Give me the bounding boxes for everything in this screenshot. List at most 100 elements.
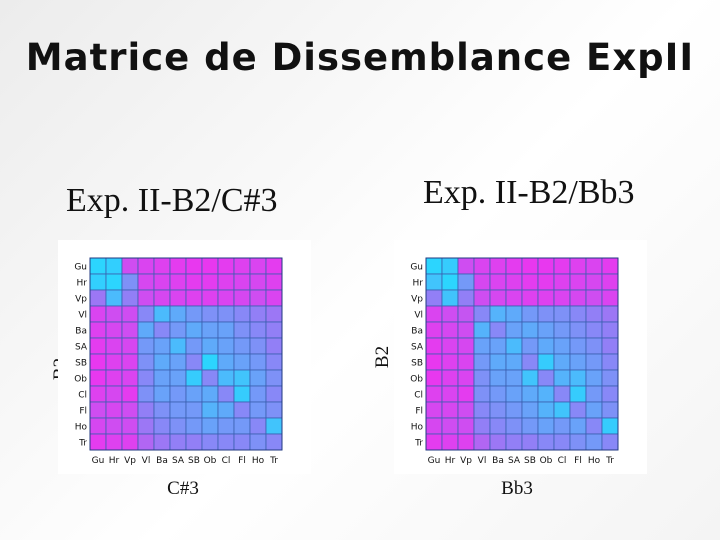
heatmap-cell bbox=[441, 433, 459, 451]
heatmap-cell bbox=[569, 433, 587, 451]
heatmap-cell bbox=[537, 273, 555, 291]
heatmap-cell bbox=[121, 273, 139, 291]
heatmap-cell bbox=[265, 385, 283, 403]
heatmap-cell bbox=[233, 289, 251, 307]
heatmap-cell bbox=[585, 417, 603, 435]
heatmap-cell bbox=[121, 289, 139, 307]
heatmap-cell bbox=[553, 305, 571, 323]
heatmap-cell bbox=[185, 401, 203, 419]
heatmap-cell bbox=[521, 305, 539, 323]
heatmap-cell bbox=[457, 385, 475, 403]
slide-title: Matrice de Dissemblance ExpII bbox=[25, 36, 695, 79]
heatmap-cell bbox=[137, 257, 155, 275]
heatmap-cell bbox=[521, 433, 539, 451]
heatmap-cell bbox=[441, 337, 459, 355]
heatmap-cell bbox=[521, 385, 539, 403]
heatmap-cell bbox=[425, 289, 443, 307]
heatmap-cell bbox=[521, 401, 539, 419]
heatmap-cell bbox=[265, 353, 283, 371]
row-tick-label: Fl bbox=[415, 407, 423, 417]
heatmap-cell bbox=[217, 305, 235, 323]
row-tick-label: SA bbox=[411, 343, 424, 353]
heatmap-cell bbox=[217, 273, 235, 291]
heatmap-cell bbox=[457, 417, 475, 435]
heatmap-cell bbox=[489, 433, 507, 451]
heatmap-cell bbox=[105, 417, 123, 435]
heatmap-cell bbox=[489, 401, 507, 419]
heatmap-cell bbox=[121, 369, 139, 387]
heatmap-cell bbox=[553, 369, 571, 387]
heatmap-cell bbox=[169, 337, 187, 355]
heatmap-cell bbox=[137, 321, 155, 339]
heatmap-cell bbox=[121, 401, 139, 419]
heatmap-cell bbox=[89, 369, 107, 387]
heatmap-cell bbox=[473, 273, 491, 291]
heatmap-cell bbox=[185, 433, 203, 451]
heatmap-cell bbox=[249, 257, 267, 275]
heatmap-cell bbox=[489, 321, 507, 339]
heatmap-cell bbox=[441, 321, 459, 339]
heatmap-cell bbox=[553, 321, 571, 339]
heatmap-cell bbox=[601, 337, 619, 355]
heatmap-cell bbox=[505, 273, 523, 291]
heatmap-cell bbox=[569, 305, 587, 323]
col-tick-label: Ba bbox=[156, 456, 168, 466]
heatmap-cell bbox=[185, 273, 203, 291]
heatmap-cell bbox=[169, 305, 187, 323]
heatmap-cell bbox=[505, 385, 523, 403]
heatmap-cell bbox=[537, 321, 555, 339]
heatmap-cell bbox=[233, 433, 251, 451]
heatmap-cell bbox=[457, 337, 475, 355]
heatmap-cell bbox=[601, 369, 619, 387]
heatmap-cell bbox=[473, 385, 491, 403]
heatmap-cell bbox=[137, 353, 155, 371]
row-tick-label: Gu bbox=[410, 263, 423, 273]
heatmap-cell bbox=[505, 257, 523, 275]
heatmap-cell bbox=[169, 257, 187, 275]
heatmap-cell bbox=[601, 385, 619, 403]
row-tick-label: Vl bbox=[78, 311, 87, 321]
heatmap-cell bbox=[185, 289, 203, 307]
heatmap-cell bbox=[569, 321, 587, 339]
heatmap-cell bbox=[265, 369, 283, 387]
heatmap-cell bbox=[505, 337, 523, 355]
heatmap-cell bbox=[489, 353, 507, 371]
heatmap-cell bbox=[233, 257, 251, 275]
heatmap-cell bbox=[89, 305, 107, 323]
heatmap-cell bbox=[169, 385, 187, 403]
heatmap-cell bbox=[249, 369, 267, 387]
heatmap-cell bbox=[521, 321, 539, 339]
heatmap-cell bbox=[201, 417, 219, 435]
col-tick-label: Ob bbox=[540, 456, 553, 466]
heatmap-cell bbox=[201, 273, 219, 291]
chart-title-c3: Exp. II-B2/C#3 bbox=[66, 182, 278, 219]
heatmap-cell bbox=[473, 289, 491, 307]
row-tick-label: Ob bbox=[74, 375, 87, 385]
heatmap-cell bbox=[457, 401, 475, 419]
col-tick-label: Ob bbox=[204, 456, 217, 466]
heatmap-cell bbox=[105, 321, 123, 339]
heatmap-cell bbox=[233, 417, 251, 435]
heatmap-cell bbox=[217, 369, 235, 387]
heatmap-cell bbox=[249, 305, 267, 323]
heatmap-cell bbox=[105, 257, 123, 275]
heatmap-cell bbox=[505, 353, 523, 371]
heatmap-cell bbox=[217, 385, 235, 403]
heatmap-cell bbox=[185, 337, 203, 355]
heatmap-cell bbox=[505, 305, 523, 323]
x-axis-label-c3: C#3 bbox=[167, 478, 199, 499]
heatmap-cell bbox=[265, 289, 283, 307]
heatmap-cell bbox=[473, 433, 491, 451]
heatmap-cell bbox=[89, 433, 107, 451]
heatmap-cell bbox=[233, 305, 251, 323]
heatmap-cell bbox=[137, 385, 155, 403]
heatmap-cell bbox=[105, 369, 123, 387]
heatmap-cell bbox=[201, 433, 219, 451]
heatmap-cell bbox=[153, 289, 171, 307]
heatmap-cell bbox=[569, 257, 587, 275]
heatmap-cell bbox=[553, 257, 571, 275]
heatmap-cell bbox=[601, 401, 619, 419]
heatmap-cell bbox=[153, 417, 171, 435]
heatmap-cell bbox=[249, 401, 267, 419]
